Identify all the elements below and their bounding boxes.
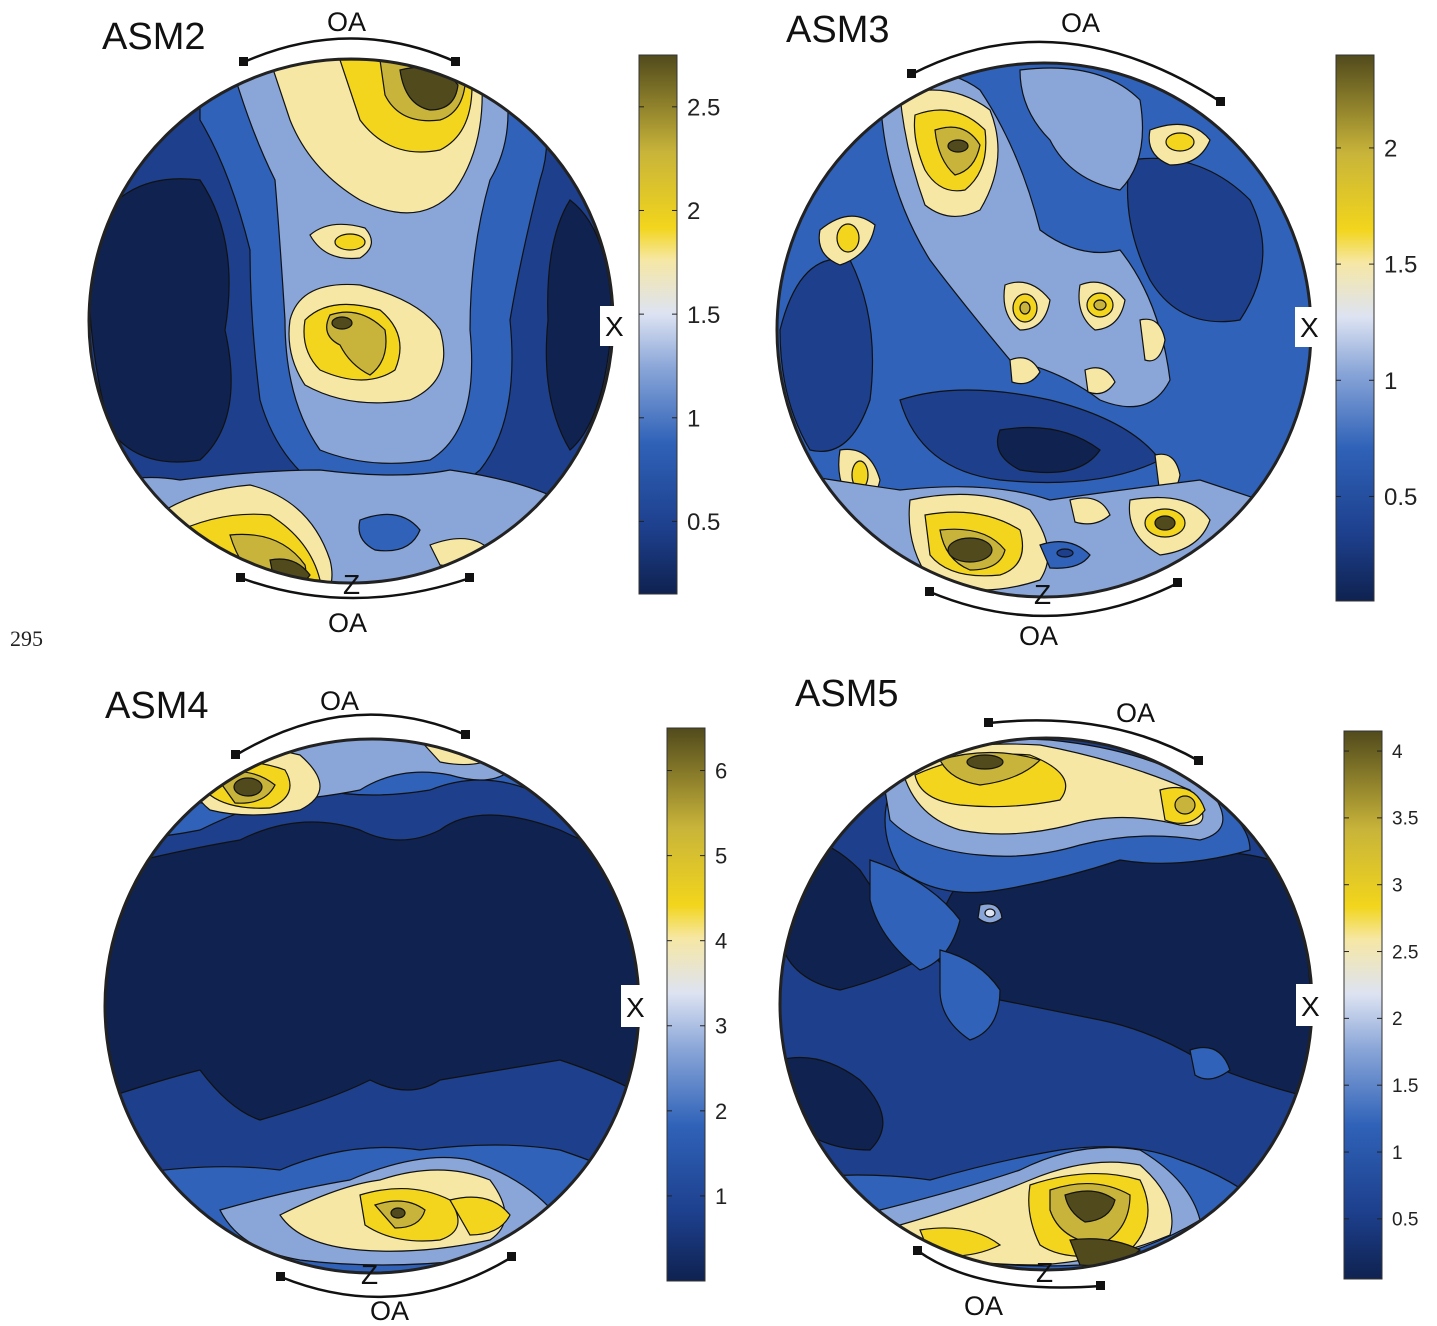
- colorbar-tick-label: 2: [715, 1099, 727, 1124]
- oa-arc-bottom: [917, 1249, 1102, 1289]
- colorbar-tick-label: 3: [1392, 876, 1403, 897]
- x-label-box: [1295, 307, 1327, 347]
- panel-asm5: ASM5 OA: [778, 673, 1418, 1321]
- oa-arc-end: [913, 1246, 922, 1255]
- oa-arc-top: [911, 40, 1222, 104]
- oa-label-bottom: OA: [1019, 621, 1058, 651]
- panel-asm4: ASM4 OA Z OA: [103, 685, 727, 1326]
- oa-arc-bottom: [929, 581, 1179, 618]
- colorbar-tick-label: 1.5: [687, 302, 720, 329]
- oa-arc-end: [465, 573, 474, 582]
- oa-label-top: OA: [320, 686, 359, 716]
- colorbar: [1343, 730, 1383, 1280]
- oa-arc-top: [243, 37, 457, 64]
- oa-arc-end: [451, 57, 460, 66]
- x-axis-label: X: [1300, 312, 1319, 343]
- oa-arc-end: [1096, 1281, 1105, 1290]
- oa-label-top: OA: [1061, 8, 1100, 38]
- oa-arc-end: [461, 730, 470, 739]
- oa-arc-bottom: [280, 1255, 513, 1299]
- oa-arc-bottom: [240, 576, 471, 600]
- colorbar-tick-label: 1: [1392, 1143, 1403, 1164]
- oa-label-bottom: OA: [370, 1296, 409, 1326]
- colorbar-tick-label: 3.5: [1392, 809, 1418, 830]
- oa-label-top: OA: [1116, 698, 1155, 728]
- oa-arc-end: [907, 69, 916, 78]
- colorbar-tick-label: 1.5: [1392, 1076, 1418, 1097]
- oa-label-bottom: OA: [964, 1291, 1003, 1321]
- colorbar-tick-label: 2.5: [1392, 942, 1418, 963]
- oa-arc-end: [236, 573, 245, 582]
- colorbar-tick-label: 2.5: [687, 94, 720, 121]
- colorbar-tick-label: 0.5: [687, 509, 720, 536]
- oa-arc-end: [239, 57, 248, 66]
- oa-label-bottom: OA: [328, 608, 367, 638]
- colorbar-ticks: 2 1.5 1 0.5: [1336, 136, 1417, 511]
- colorbar-tick-label: 4: [715, 929, 727, 954]
- colorbar-tick-label: 2: [1392, 1009, 1403, 1030]
- x-label-box: [1296, 984, 1328, 1026]
- colorbar: [666, 727, 706, 1282]
- pole-figure-contours: [780, 738, 1312, 1270]
- panel-title: ASM5: [795, 673, 898, 715]
- oa-arc-end: [984, 718, 993, 727]
- colorbar-tick-label: 1: [687, 405, 700, 432]
- line-number: 295: [10, 626, 43, 651]
- colorbar: [1335, 54, 1375, 602]
- colorbar-ticks: 6 5 4 3 2 1: [667, 758, 727, 1209]
- z-axis-label: Z: [1034, 579, 1051, 610]
- panel-title: ASM4: [105, 685, 208, 727]
- oa-arc-end: [507, 1252, 516, 1261]
- x-axis-label: X: [626, 992, 645, 1023]
- z-axis-label: Z: [361, 1259, 378, 1290]
- colorbar: [638, 54, 678, 595]
- oa-arc-end: [925, 587, 934, 596]
- x-label-box: [600, 306, 632, 346]
- oa-label-top: OA: [327, 7, 366, 37]
- oa-arc-end: [231, 750, 240, 759]
- oa-arc-end: [1194, 756, 1203, 765]
- colorbar-tick-label: 0.5: [1392, 1210, 1418, 1231]
- panel-title: ASM3: [786, 9, 889, 51]
- colorbar-tick-label: 3: [715, 1014, 727, 1039]
- colorbar-tick-label: 6: [715, 758, 727, 783]
- panel-asm3: ASM3 OA: [775, 8, 1417, 651]
- colorbar-ticks: 4 3.5 3 2.5 2 1.5 1 0.5: [1344, 742, 1418, 1231]
- z-axis-label: Z: [1036, 1257, 1053, 1288]
- panel-title: ASM2: [102, 16, 205, 58]
- colorbar-ticks: 2.5 2 1.5 1 0.5: [639, 94, 720, 536]
- x-axis-label: X: [605, 311, 624, 342]
- oa-arc-end: [1173, 578, 1182, 587]
- colorbar-tick-label: 1: [1384, 368, 1397, 395]
- colorbar-tick-label: 1: [715, 1184, 727, 1209]
- pole-figure-contours: [105, 739, 639, 1273]
- oa-arc-end: [276, 1272, 285, 1281]
- pole-figure-contours: [777, 63, 1311, 597]
- colorbar-tick-label: 2: [1384, 136, 1397, 163]
- x-axis-label: X: [1301, 991, 1320, 1022]
- colorbar-tick-label: 5: [715, 844, 727, 869]
- oa-arc-end: [1216, 97, 1225, 106]
- z-axis-label: Z: [343, 569, 360, 600]
- colorbar-tick-label: 4: [1392, 742, 1403, 763]
- colorbar-tick-label: 0.5: [1384, 484, 1417, 511]
- oa-arc-top: [988, 719, 1200, 763]
- colorbar-tick-label: 2: [687, 198, 700, 225]
- colorbar-tick-label: 1.5: [1384, 252, 1417, 279]
- x-label-box: [621, 985, 653, 1027]
- oa-arc-top: [235, 713, 467, 757]
- pole-figure-contours: [89, 59, 613, 583]
- panel-asm2: ASM2 OA: [87, 7, 720, 638]
